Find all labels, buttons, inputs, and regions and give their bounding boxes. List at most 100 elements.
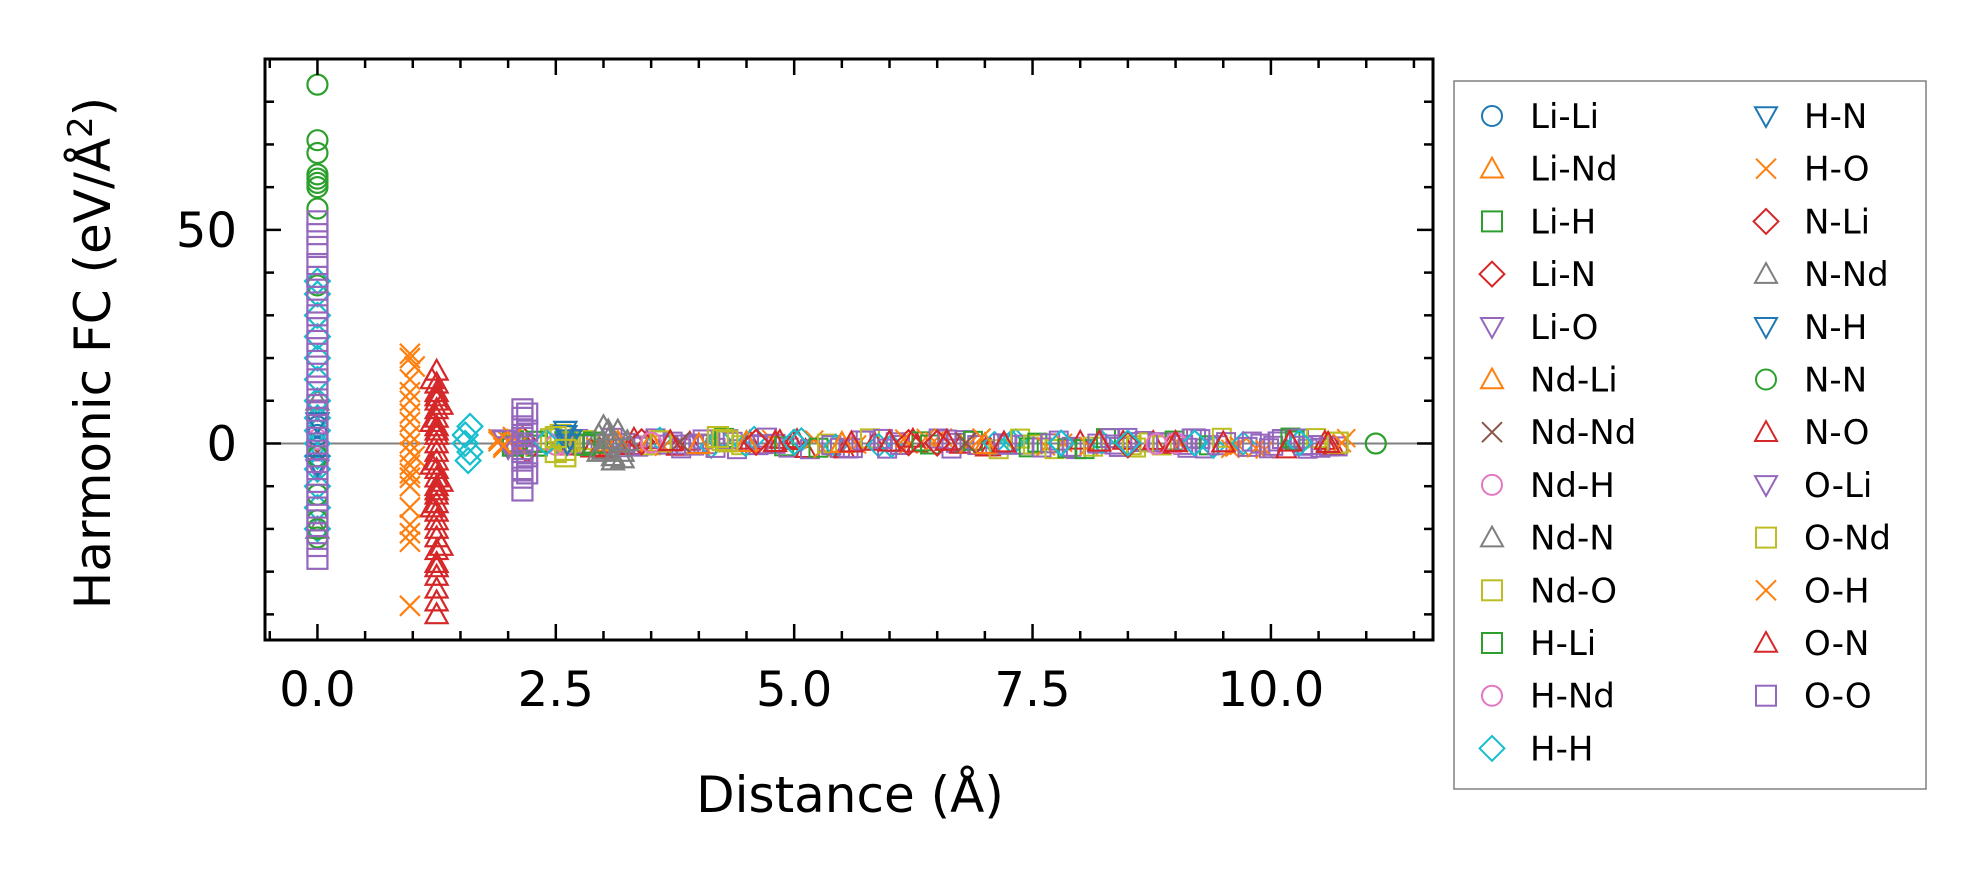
point-nd-n [614,428,641,452]
legend-marker [1479,155,1505,179]
legend-item: O-O [1755,677,1872,717]
point-h-o [399,513,421,536]
legend-label: Li-N [1530,255,1596,295]
legend-marker [1752,207,1780,236]
legend-item: Nd-Nd [1481,413,1636,453]
legend-item: N-Li [1752,202,1870,242]
point-h-o [399,424,421,446]
point-n-o [1086,428,1113,452]
point-h-h [303,365,332,394]
point-n-n [306,176,329,199]
legend-marker [1479,366,1505,390]
point-o-o [306,432,329,455]
point-n-o [423,404,450,428]
point-li-n [894,428,923,457]
point-h-o [399,595,421,617]
x-tick-label: 7.5 [994,662,1070,718]
series-n-nd [585,417,636,469]
legend-marker [1753,475,1779,498]
series-h-o [399,342,529,617]
series-nd-n [304,387,641,539]
x-tick-label: 10.0 [1217,662,1324,718]
point-li-n [1113,430,1142,459]
legend-label: N-O [1804,413,1869,453]
legend-item: H-Li [1481,624,1596,664]
legend-item: O-N [1753,624,1869,664]
legend-label: O-O [1804,677,1872,717]
point-o-n [423,477,450,501]
legend-marker [1481,105,1503,127]
point-o-o [306,458,329,481]
point-n-o [423,413,450,437]
point-o-h [399,402,421,425]
legend-label: N-H [1804,308,1867,348]
y-axis-label: Harmonic FC (eV/Å2) [61,97,122,609]
point-n-o [423,370,450,394]
axes-frame [263,57,1435,642]
point-n-o [991,429,1017,453]
point-h-o [399,432,421,455]
point-o-o [306,445,329,468]
point-h-o [403,445,426,468]
legend-label: H-Nd [1530,677,1615,717]
point-o-o [511,466,534,489]
point-nd-o [649,430,672,453]
legend-marker [1481,579,1503,602]
legend-item: H-H [1478,729,1593,769]
y-tick-label: 0 [206,416,237,472]
point-n-o [762,428,788,453]
point-h-h [1047,429,1076,458]
legend-label: H-Li [1530,624,1596,664]
point-nd-n [600,447,626,471]
point-n-n [306,73,329,96]
series-h-h [303,267,1314,543]
point-h-o [399,466,421,489]
legend-label: O-N [1804,624,1869,664]
legend-item: H-N [1753,97,1867,137]
legend-item: Nd-Li [1479,361,1618,401]
series-n-li [742,428,952,458]
point-n-o [423,464,450,488]
point-n-o [933,427,960,451]
point-n-o [423,490,450,514]
legend-item: Nd-O [1481,571,1617,611]
point-o-o [306,329,329,353]
plot-frame [263,57,1435,642]
point-n-o [1315,429,1341,453]
y-axis-label-close: ) [64,97,122,117]
point-n-n [306,129,329,152]
point-o-o [306,304,329,327]
legend-item: Li-Li [1481,97,1599,137]
legend-label: Nd-H [1530,466,1615,506]
x-tick-label: 2.5 [518,662,594,718]
point-li-o [304,459,331,483]
point-o-o [516,419,539,442]
legend-marker [1481,684,1503,707]
point-o-o [306,496,329,519]
legend-marker [1755,157,1777,180]
legend-label: N-N [1804,361,1867,401]
legend-item: N-N [1755,361,1867,401]
point-o-n [838,429,865,453]
point-h-o [399,530,421,553]
point-o-o [306,355,329,378]
legend-item: H-O [1755,150,1870,190]
legend-label: H-O [1804,150,1870,190]
legend-label: O-Nd [1804,519,1891,559]
point-nd-n [590,413,617,437]
point-li-nd [685,431,712,455]
point-o-o [306,470,329,494]
point-h-h [456,438,484,466]
point-h-n [304,412,331,436]
point-o-o [306,534,329,558]
point-o-nd [711,428,734,452]
point-h-h [303,301,332,330]
legend-item: Li-N [1478,255,1596,295]
legend-item: O-Nd [1755,519,1891,559]
point-h-h [451,429,480,458]
point-h-o [399,342,421,365]
point-h-h [303,322,332,351]
point-o-n [423,417,450,441]
y-axis-label-main: Harmonic FC (eV/Å [64,138,122,609]
